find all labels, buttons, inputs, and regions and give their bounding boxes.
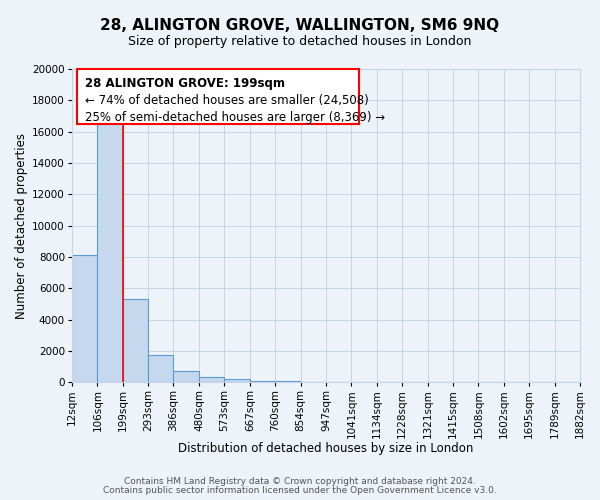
X-axis label: Distribution of detached houses by size in London: Distribution of detached houses by size … (178, 442, 473, 455)
Bar (250, 380, 275, 382)
FancyBboxPatch shape (77, 69, 359, 124)
Text: ← 74% of detached houses are smaller (24,508): ← 74% of detached houses are smaller (24… (85, 94, 368, 107)
Y-axis label: Number of detached properties: Number of detached properties (15, 132, 28, 318)
Bar (97, 122, 122, 382)
Text: Size of property relative to detached houses in London: Size of property relative to detached ho… (128, 35, 472, 48)
Text: 25% of semi-detached houses are larger (8,369) →: 25% of semi-detached houses are larger (… (85, 112, 385, 124)
Bar (199, 378, 224, 382)
Bar (148, 354, 173, 382)
Bar (224, 379, 250, 382)
Text: 28, ALINGTON GROVE, WALLINGTON, SM6 9NQ: 28, ALINGTON GROVE, WALLINGTON, SM6 9NQ (100, 18, 500, 32)
Text: 28 ALINGTON GROVE: 199sqm: 28 ALINGTON GROVE: 199sqm (85, 77, 284, 90)
Text: Contains HM Land Registry data © Crown copyright and database right 2024.: Contains HM Land Registry data © Crown c… (124, 477, 476, 486)
Bar (275, 380, 301, 382)
Bar (173, 371, 199, 382)
Bar (72, 256, 97, 382)
Bar (122, 299, 148, 382)
Text: Contains public sector information licensed under the Open Government Licence v3: Contains public sector information licen… (103, 486, 497, 495)
